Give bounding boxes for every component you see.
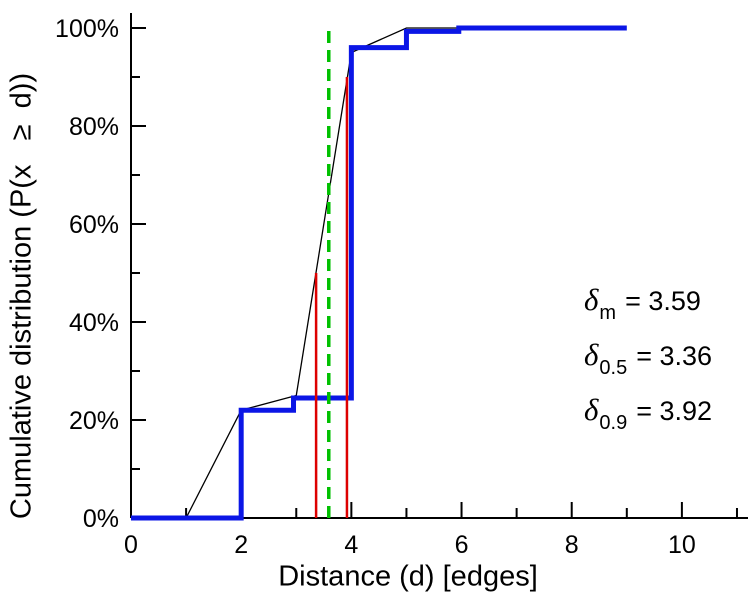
y-tick-label: 60% <box>69 211 119 239</box>
delta-symbol: δ <box>584 337 599 372</box>
y-axis-label: Cumulative distribution (P(x ≥ d)) <box>5 72 38 520</box>
delta-symbol: δ <box>584 282 599 317</box>
x-axis-label: Distance (d) [edges] <box>278 560 538 593</box>
x-tick-label: 6 <box>455 531 469 559</box>
delta-value: = 3.59 <box>625 286 701 316</box>
x-tick-label: 2 <box>234 531 248 559</box>
stats-annotations: δm = 3.59 δ0.5 = 3.36 δ0.9 = 3.92 <box>584 282 712 447</box>
y-tick-label: 40% <box>69 309 119 337</box>
delta-subscript: m <box>599 302 617 324</box>
x-tick-label: 4 <box>344 531 358 559</box>
empirical-cdf-step <box>131 25 627 521</box>
delta-subscript: 0.9 <box>599 412 628 434</box>
y-tick-label: 0% <box>83 505 119 533</box>
delta-symbol: δ <box>584 392 599 427</box>
delta-value: = 3.92 <box>636 396 713 426</box>
interpolated-cdf-line <box>185 27 462 519</box>
y-tick-label: 80% <box>69 113 119 141</box>
y-tick-label: 100% <box>55 15 119 43</box>
x-tick-label: 0 <box>124 531 138 559</box>
annotation-delta-mean: δm = 3.59 <box>584 282 712 337</box>
y-tick-label: 20% <box>69 407 119 435</box>
annotation-delta-p90: δ0.9 = 3.92 <box>584 392 712 447</box>
delta-subscript: 0.5 <box>599 357 628 379</box>
delta-value: = 3.36 <box>636 341 713 371</box>
x-tick-label: 10 <box>668 531 696 559</box>
x-tick-label: 8 <box>565 531 579 559</box>
annotation-delta-median: δ0.5 = 3.36 <box>584 337 712 392</box>
